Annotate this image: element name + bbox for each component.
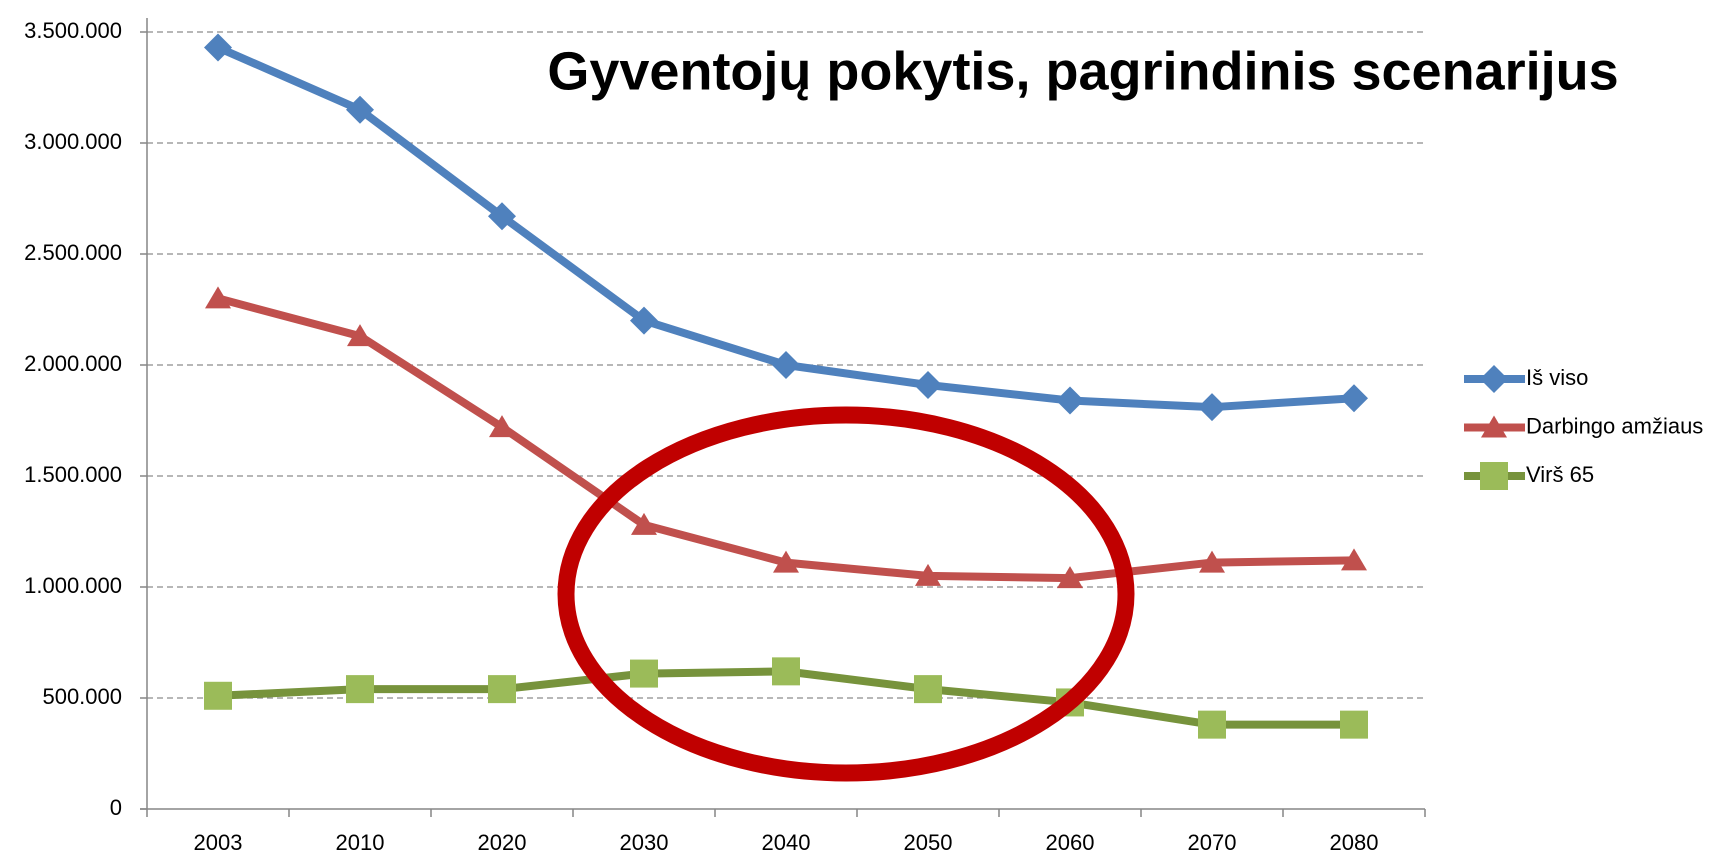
y-tick-label: 3.500.000 bbox=[24, 18, 122, 43]
marker bbox=[1198, 393, 1226, 422]
x-tick-label: 2040 bbox=[762, 830, 811, 852]
marker bbox=[204, 33, 232, 62]
legend-marker bbox=[1480, 462, 1508, 490]
y-tick-label: 3.000.000 bbox=[24, 129, 122, 154]
y-tick-label: 2.000.000 bbox=[24, 351, 122, 376]
highlight-ellipse bbox=[557, 406, 1135, 782]
marker bbox=[204, 681, 232, 710]
marker bbox=[346, 95, 374, 124]
x-tick-label: 2070 bbox=[1188, 830, 1237, 852]
legend-label: Iš viso bbox=[1526, 365, 1588, 390]
marker bbox=[488, 202, 516, 231]
marker bbox=[346, 675, 374, 704]
series-line bbox=[216, 294, 1355, 583]
chart-title: Gyventojų pokytis, pagrindinis scenariju… bbox=[547, 41, 1618, 101]
marker bbox=[1340, 384, 1368, 413]
marker bbox=[915, 563, 941, 586]
x-tick-label: 2003 bbox=[194, 830, 243, 852]
series-group bbox=[204, 33, 1368, 739]
y-tick-label: 2.500.000 bbox=[24, 240, 122, 265]
marker bbox=[1056, 386, 1084, 415]
y-tick-label: 0 bbox=[110, 795, 122, 820]
marker bbox=[914, 675, 942, 704]
x-tick-label: 2030 bbox=[620, 830, 669, 852]
marker bbox=[488, 675, 516, 704]
marker bbox=[630, 306, 658, 335]
marker bbox=[773, 550, 799, 573]
x-tick-label: 2050 bbox=[904, 830, 953, 852]
y-tick-label: 1.000.000 bbox=[24, 573, 122, 598]
marker bbox=[1199, 550, 1225, 573]
marker bbox=[1340, 710, 1368, 739]
marker bbox=[1057, 566, 1083, 589]
marker bbox=[1341, 548, 1367, 571]
marker bbox=[489, 415, 515, 438]
x-tick-label: 2080 bbox=[1330, 830, 1379, 852]
marker bbox=[631, 512, 657, 535]
marker bbox=[630, 659, 658, 688]
legend-label: Darbingo amžiaus bbox=[1526, 413, 1703, 438]
marker bbox=[772, 351, 800, 379]
legend-marker bbox=[1481, 415, 1507, 438]
marker bbox=[1198, 710, 1226, 739]
x-tick-label: 2060 bbox=[1046, 830, 1095, 852]
marker bbox=[205, 286, 231, 309]
x-tick-label: 2010 bbox=[336, 830, 385, 852]
marker bbox=[347, 324, 373, 347]
legend-marker bbox=[1480, 365, 1508, 393]
legend-label: Virš 65 bbox=[1526, 462, 1594, 487]
y-tick-label: 500.000 bbox=[42, 684, 122, 709]
x-tick-label: 2020 bbox=[478, 830, 527, 852]
marker bbox=[914, 370, 942, 399]
marker bbox=[772, 657, 800, 686]
y-tick-label: 1.500.000 bbox=[24, 462, 122, 487]
